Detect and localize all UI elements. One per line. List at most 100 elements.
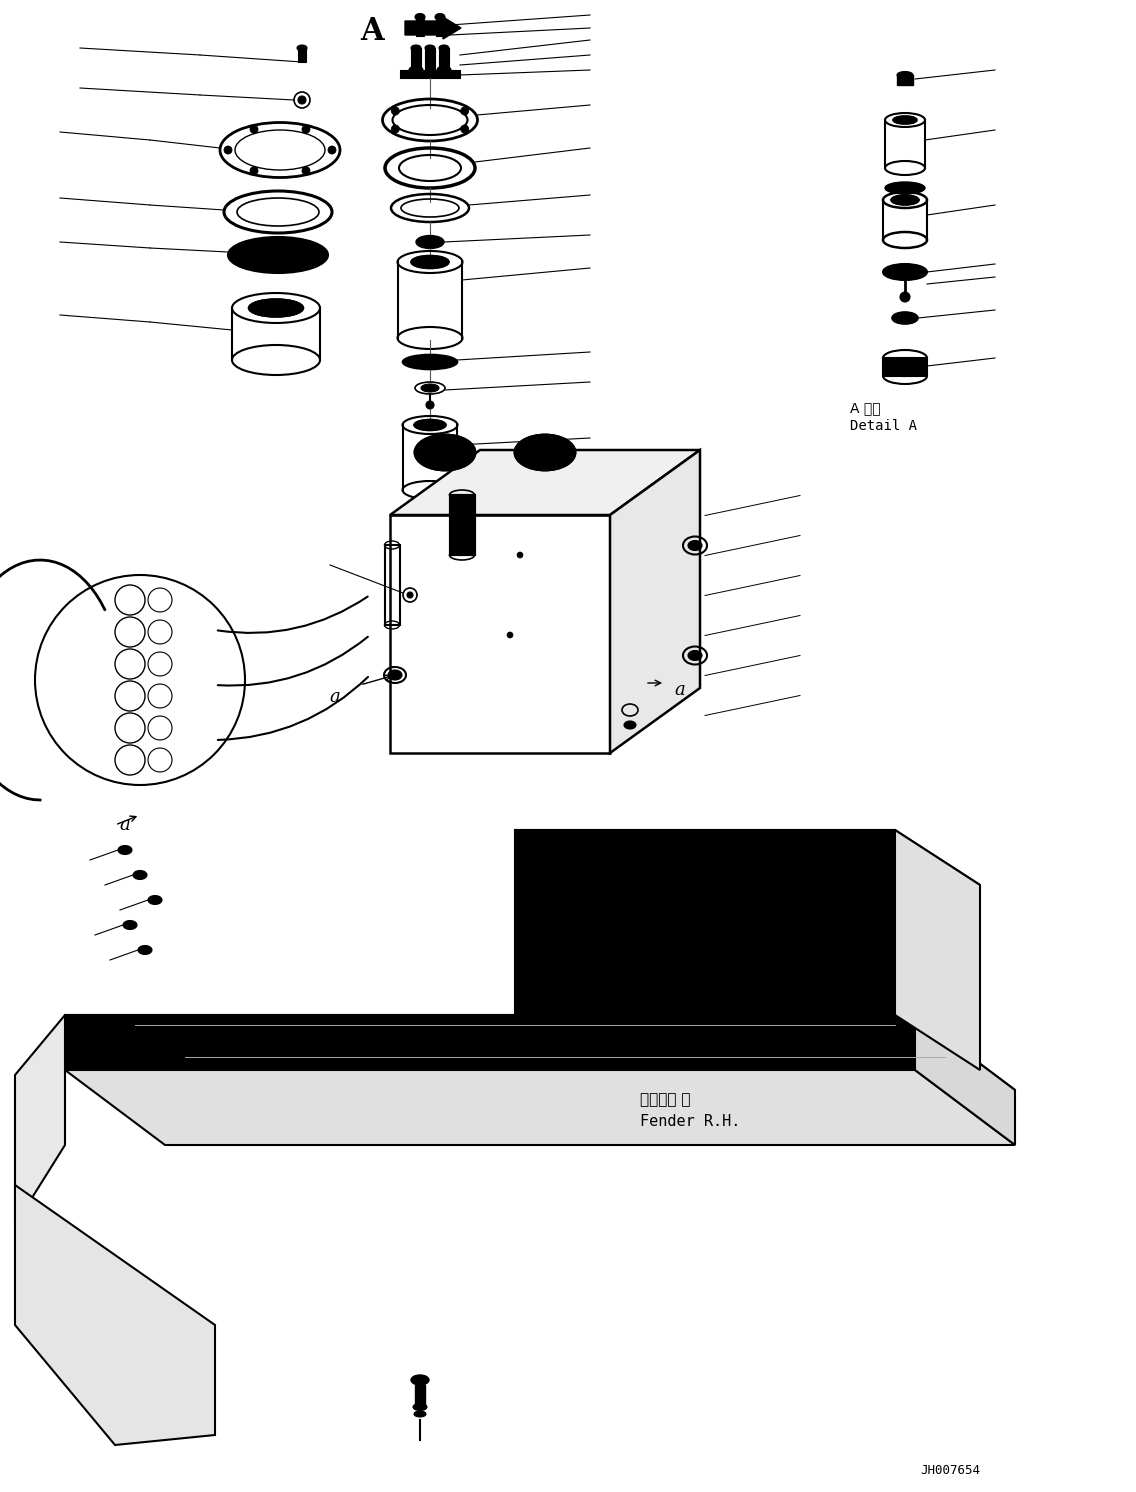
Ellipse shape (240, 1044, 250, 1050)
Ellipse shape (249, 298, 303, 316)
Ellipse shape (377, 1041, 393, 1052)
Circle shape (328, 146, 336, 154)
Ellipse shape (117, 1041, 133, 1052)
Ellipse shape (686, 850, 704, 862)
Bar (390, 515, 610, 753)
Bar (400, 70, 460, 78)
Circle shape (426, 401, 434, 409)
Circle shape (507, 633, 513, 639)
Bar (415, 1385, 425, 1407)
Ellipse shape (416, 236, 444, 249)
Bar (436, 18, 444, 36)
Circle shape (302, 167, 310, 175)
Bar (515, 830, 895, 1015)
Circle shape (460, 107, 469, 115)
FancyArrow shape (406, 16, 461, 39)
Bar (385, 545, 400, 625)
Ellipse shape (415, 436, 475, 470)
Text: a: a (675, 680, 685, 698)
Ellipse shape (411, 45, 421, 51)
Ellipse shape (894, 269, 916, 276)
Bar (416, 18, 424, 36)
Ellipse shape (438, 45, 449, 51)
Bar (897, 75, 913, 85)
Circle shape (407, 592, 414, 598)
Ellipse shape (790, 1044, 800, 1050)
Ellipse shape (381, 1044, 390, 1050)
Ellipse shape (660, 1044, 670, 1050)
Ellipse shape (897, 72, 913, 79)
Circle shape (894, 364, 900, 370)
Ellipse shape (425, 442, 465, 464)
Text: A: A (360, 16, 384, 48)
Ellipse shape (892, 312, 918, 324)
Ellipse shape (883, 264, 927, 280)
Bar (438, 48, 449, 70)
Ellipse shape (437, 66, 451, 75)
Ellipse shape (137, 946, 152, 955)
Text: A 詳細: A 詳細 (850, 401, 880, 415)
Circle shape (392, 107, 400, 115)
Polygon shape (390, 451, 700, 515)
Ellipse shape (411, 255, 449, 269)
Ellipse shape (148, 895, 162, 904)
Ellipse shape (517, 1041, 533, 1052)
Ellipse shape (891, 195, 919, 204)
Ellipse shape (688, 540, 702, 551)
Bar (425, 48, 435, 70)
Polygon shape (15, 1185, 215, 1444)
Text: a: a (329, 688, 341, 706)
Polygon shape (914, 1015, 1014, 1144)
Ellipse shape (118, 846, 132, 855)
Bar (411, 48, 421, 70)
Circle shape (900, 292, 910, 301)
Ellipse shape (421, 383, 438, 392)
Ellipse shape (421, 239, 438, 246)
Circle shape (691, 853, 699, 861)
Ellipse shape (123, 921, 137, 930)
Circle shape (811, 853, 819, 861)
Text: Detail A: Detail A (850, 419, 917, 433)
Ellipse shape (520, 1044, 531, 1050)
Bar (450, 495, 475, 555)
Circle shape (298, 95, 306, 104)
Ellipse shape (412, 358, 448, 367)
Circle shape (392, 125, 400, 133)
Ellipse shape (787, 1041, 803, 1052)
Ellipse shape (242, 243, 314, 267)
Ellipse shape (120, 1044, 130, 1050)
Ellipse shape (688, 651, 702, 661)
Circle shape (571, 853, 579, 861)
Circle shape (910, 364, 916, 370)
Ellipse shape (885, 182, 925, 194)
Text: フェンダ 右: フェンダ 右 (640, 1092, 691, 1107)
Circle shape (460, 125, 469, 133)
Ellipse shape (409, 66, 423, 75)
Ellipse shape (228, 237, 328, 273)
Polygon shape (610, 451, 700, 753)
Ellipse shape (893, 116, 917, 124)
Polygon shape (65, 1070, 1014, 1144)
Polygon shape (895, 830, 980, 1070)
Polygon shape (65, 1015, 1014, 1091)
Bar (298, 48, 306, 63)
Ellipse shape (425, 45, 435, 51)
Circle shape (517, 552, 523, 558)
Ellipse shape (237, 1041, 253, 1052)
Ellipse shape (657, 1041, 673, 1052)
Polygon shape (515, 830, 980, 885)
Text: Fender R.H.: Fender R.H. (640, 1115, 741, 1129)
Ellipse shape (515, 436, 575, 470)
Ellipse shape (414, 1411, 426, 1417)
Circle shape (302, 125, 310, 133)
Bar (883, 358, 927, 376)
Ellipse shape (415, 13, 425, 21)
Circle shape (224, 146, 232, 154)
Ellipse shape (525, 442, 565, 464)
Bar (450, 495, 475, 555)
Polygon shape (15, 1015, 65, 1225)
Bar (65, 1015, 914, 1070)
Circle shape (250, 167, 258, 175)
Ellipse shape (389, 670, 402, 680)
Ellipse shape (807, 850, 824, 862)
